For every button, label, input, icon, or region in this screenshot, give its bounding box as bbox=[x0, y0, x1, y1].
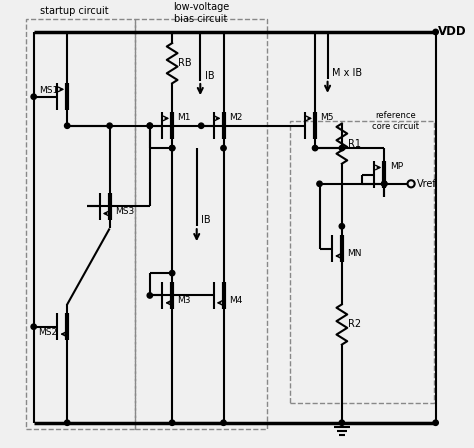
Circle shape bbox=[382, 181, 387, 186]
Circle shape bbox=[382, 181, 387, 186]
Text: Vref: Vref bbox=[417, 179, 437, 189]
Text: M1: M1 bbox=[177, 113, 191, 122]
Text: IB: IB bbox=[201, 215, 211, 225]
Text: MN: MN bbox=[347, 250, 362, 258]
Circle shape bbox=[147, 123, 153, 129]
Circle shape bbox=[170, 146, 175, 151]
Text: MP: MP bbox=[390, 162, 403, 171]
Circle shape bbox=[433, 29, 438, 34]
Text: MS3: MS3 bbox=[115, 207, 134, 216]
Text: bias circuit: bias circuit bbox=[174, 13, 228, 24]
Circle shape bbox=[199, 123, 204, 129]
Circle shape bbox=[339, 224, 345, 229]
Text: reference
core circuit: reference core circuit bbox=[372, 112, 419, 131]
Circle shape bbox=[221, 146, 226, 151]
Circle shape bbox=[170, 420, 175, 426]
Circle shape bbox=[31, 324, 36, 329]
Text: R2: R2 bbox=[348, 319, 361, 329]
Circle shape bbox=[64, 123, 70, 129]
Circle shape bbox=[339, 420, 345, 426]
Circle shape bbox=[107, 123, 112, 129]
Circle shape bbox=[31, 94, 36, 99]
Text: IB: IB bbox=[205, 71, 214, 81]
Text: R1: R1 bbox=[348, 138, 361, 149]
Circle shape bbox=[433, 420, 438, 426]
Circle shape bbox=[64, 420, 70, 426]
Text: MS2: MS2 bbox=[38, 327, 57, 336]
Circle shape bbox=[147, 123, 153, 129]
Text: M x IB: M x IB bbox=[332, 69, 362, 78]
Circle shape bbox=[312, 146, 318, 151]
Text: M4: M4 bbox=[229, 296, 242, 306]
Circle shape bbox=[170, 271, 175, 276]
Circle shape bbox=[221, 420, 226, 426]
Text: low-voltage: low-voltage bbox=[173, 2, 229, 13]
Text: M3: M3 bbox=[177, 296, 191, 306]
Circle shape bbox=[147, 293, 153, 298]
Circle shape bbox=[339, 146, 345, 151]
Circle shape bbox=[317, 181, 322, 186]
Text: MS1: MS1 bbox=[39, 86, 59, 95]
Text: VDD: VDD bbox=[438, 26, 466, 39]
Text: M2: M2 bbox=[229, 113, 242, 122]
Text: startup circuit: startup circuit bbox=[40, 5, 108, 16]
Text: M5: M5 bbox=[320, 113, 334, 122]
Text: RB: RB bbox=[178, 58, 192, 68]
Circle shape bbox=[170, 146, 175, 151]
